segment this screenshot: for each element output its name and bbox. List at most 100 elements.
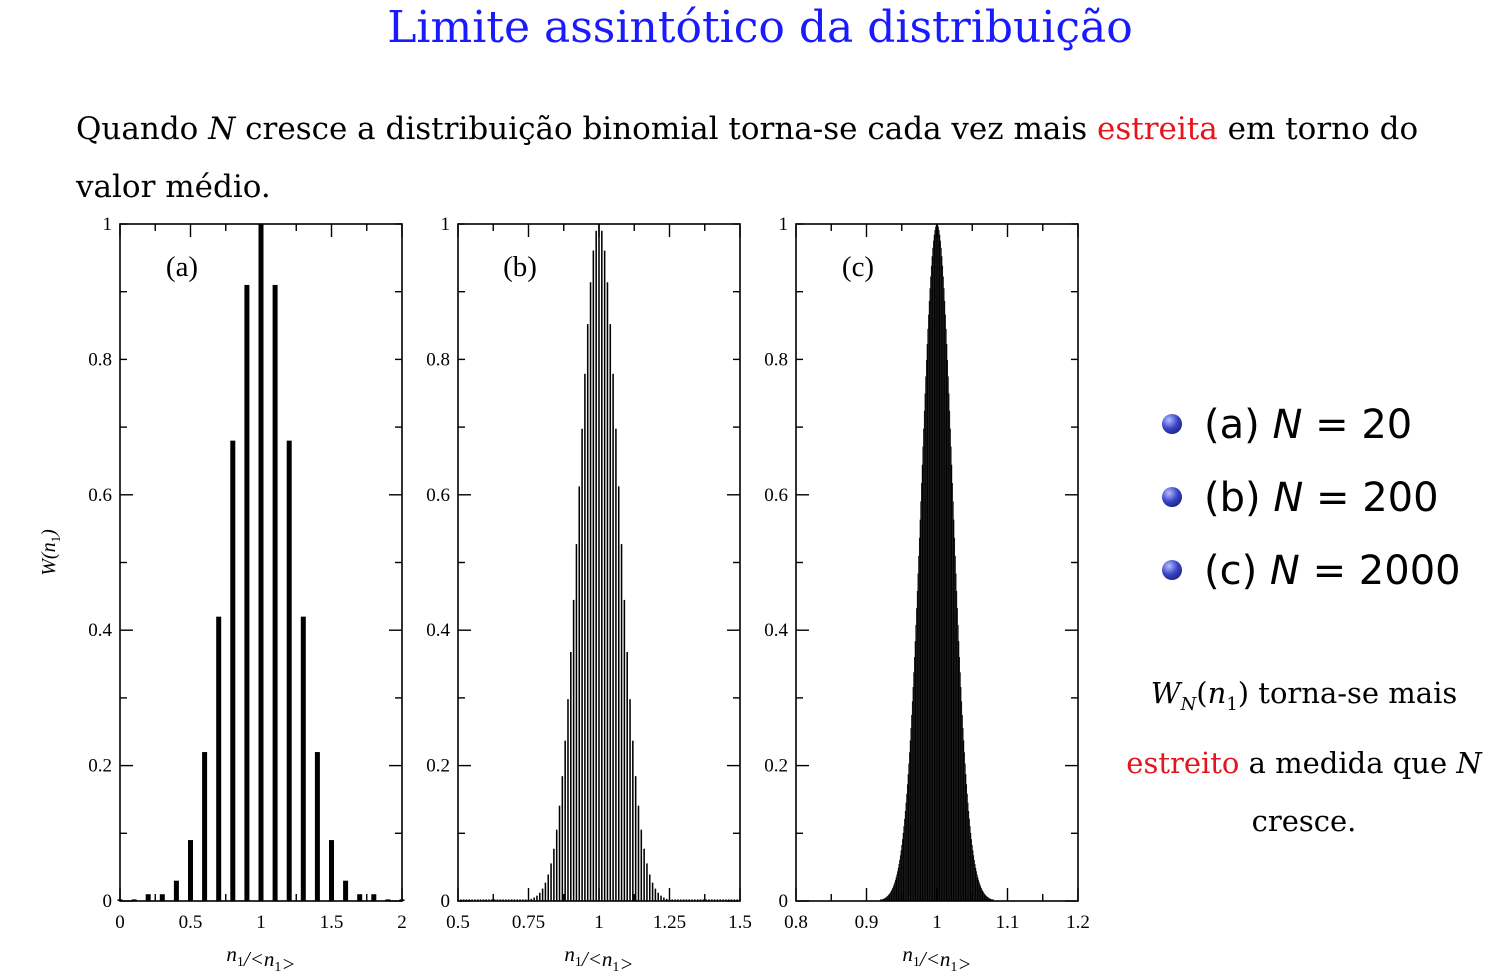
bar: [945, 328, 947, 901]
bar: [975, 867, 977, 901]
bar: [979, 884, 981, 901]
bar: [940, 247, 942, 901]
bar: [651, 882, 654, 901]
bar: [896, 874, 898, 901]
bar: [959, 672, 961, 901]
y-tick-label: 1: [779, 214, 789, 235]
x-tick-label: 0.9: [855, 912, 879, 933]
bar: [947, 376, 949, 901]
bar: [300, 616, 306, 901]
y-tick-label: 0.8: [426, 349, 450, 370]
bar: [947, 359, 948, 901]
bar: [921, 483, 922, 901]
bar: [959, 656, 960, 901]
bar: [921, 464, 923, 901]
bar: [648, 874, 651, 901]
bar: [945, 314, 946, 902]
bar: [544, 882, 547, 901]
panel-label: (a): [166, 251, 198, 283]
bar: [956, 591, 958, 901]
bar: [612, 373, 614, 901]
bar: [626, 652, 628, 901]
axis-label-part: n: [602, 947, 613, 971]
bar: [906, 793, 908, 901]
bar: [988, 897, 989, 901]
bar: [632, 740, 634, 901]
bar: [634, 776, 637, 901]
bar: [883, 898, 884, 901]
bar: [216, 616, 222, 901]
bar: [586, 324, 589, 901]
intro-paragraph: Quando N cresce a distribuição binomial …: [76, 100, 1436, 216]
y-tick-label: 0.4: [764, 620, 788, 641]
bar: [984, 894, 986, 901]
bullet-label: (b): [1204, 475, 1261, 521]
bar: [897, 867, 899, 901]
bar: [555, 829, 558, 901]
bullet-value: = 200: [1315, 475, 1439, 521]
bar: [244, 284, 250, 901]
bar: [230, 440, 236, 901]
bullet-value: = 2000: [1312, 548, 1461, 594]
x-tick-label: 1.1: [996, 912, 1020, 933]
axis-label-part: /<: [243, 947, 264, 971]
bar: [983, 893, 985, 901]
bar: [584, 373, 586, 901]
bar: [592, 250, 595, 901]
y-tick-label: 1: [441, 214, 451, 235]
bar: [550, 863, 552, 901]
bullet-ball-icon: [1162, 414, 1182, 434]
bar: [949, 428, 951, 901]
bar: [941, 256, 943, 901]
bar: [935, 226, 936, 902]
axis-label-part: n: [940, 947, 951, 971]
bar: [894, 879, 896, 901]
bar: [905, 802, 907, 901]
bar: [892, 888, 893, 901]
bar: [973, 859, 975, 901]
bar: [914, 656, 915, 901]
bar: [663, 897, 665, 901]
bar: [904, 818, 905, 901]
bar: [553, 848, 555, 901]
bar: [971, 844, 973, 901]
x-tick-label: 1: [932, 912, 942, 933]
note-paren-close: ): [1237, 676, 1250, 710]
x-axis-label: n1/<n1>: [902, 942, 971, 972]
bar: [933, 240, 934, 901]
bar: [964, 763, 966, 901]
bullet-variable: N: [1269, 548, 1300, 594]
bar: [898, 863, 900, 901]
bar: [894, 882, 896, 901]
bar: [954, 555, 956, 901]
axis-label-part: >: [281, 952, 295, 972]
bar: [572, 599, 575, 901]
bar: [570, 652, 572, 901]
bar: [884, 898, 886, 901]
bar: [640, 829, 643, 901]
bar: [329, 840, 334, 901]
note-paren-open: (: [1196, 676, 1208, 710]
bar: [272, 284, 278, 901]
bar: [971, 839, 972, 901]
note-w: W: [1150, 676, 1181, 710]
bar: [286, 440, 292, 901]
bar: [987, 897, 989, 901]
bar: [951, 464, 953, 901]
y-tick-label: 0.8: [88, 349, 112, 370]
bar: [986, 896, 988, 901]
bar: [961, 714, 963, 901]
bar: [933, 234, 935, 902]
y-tick-label: 0: [103, 891, 113, 912]
bar: [942, 276, 944, 902]
x-tick-label: 0.8: [784, 912, 808, 933]
axis-label-part: /<: [581, 947, 602, 971]
bar: [981, 889, 983, 901]
axis-label-part: n: [264, 947, 275, 971]
x-axis-label: n1/<n1>: [564, 942, 633, 972]
y-tick-label: 0.2: [88, 756, 112, 777]
bar: [926, 359, 927, 901]
bar: [938, 226, 939, 902]
bar: [973, 855, 975, 901]
bar: [920, 501, 922, 901]
